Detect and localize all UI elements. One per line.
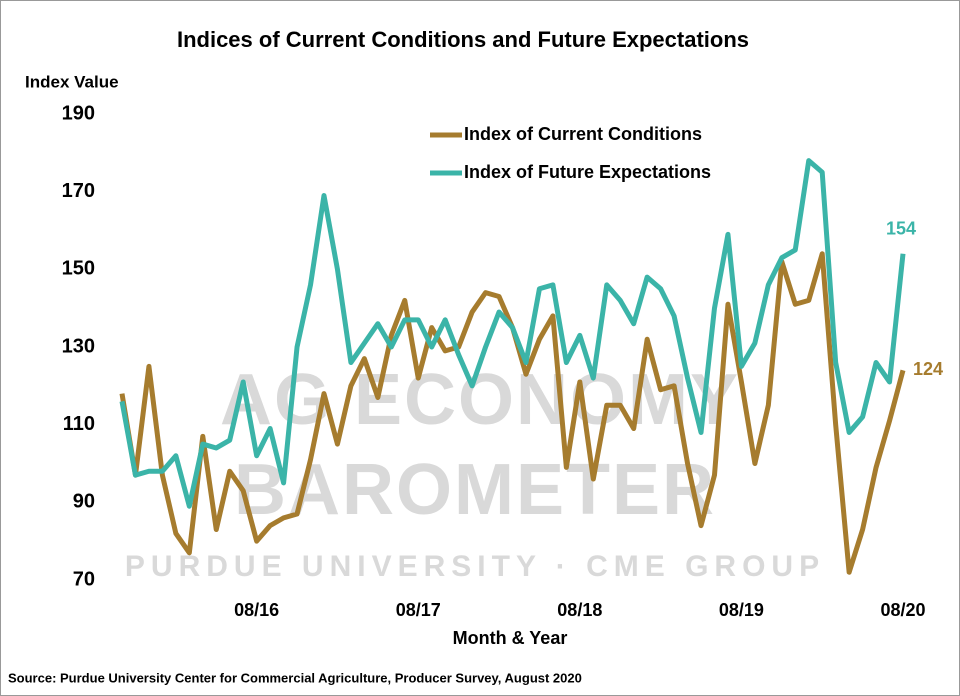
series-line xyxy=(119,158,906,509)
legend-label: Index of Future Expectations xyxy=(464,162,711,182)
x-tick-label: 08/20 xyxy=(880,600,925,620)
x-tick-label: 08/16 xyxy=(234,600,279,620)
y-tick-label: 110 xyxy=(63,413,95,435)
watermark-text: BAROMETER xyxy=(234,450,716,530)
data-label: 154 xyxy=(886,219,916,239)
y-axis-label: Index Value xyxy=(25,72,119,91)
x-axis-label: Month & Year xyxy=(453,628,568,648)
data-label: 124 xyxy=(913,359,943,379)
y-tick-label: 190 xyxy=(62,102,95,124)
legend-label: Index of Current Conditions xyxy=(464,124,702,144)
x-tick-label: 08/19 xyxy=(719,600,764,620)
y-tick-label: 170 xyxy=(62,180,95,202)
y-tick-label: 70 xyxy=(73,568,95,590)
y-tick-label: 130 xyxy=(62,335,95,357)
watermark-text: AG ECONOMY xyxy=(220,360,740,440)
y-tick-label: 150 xyxy=(62,258,95,280)
x-tick-label: 08/18 xyxy=(557,600,602,620)
x-tick-label: 08/17 xyxy=(396,600,441,620)
source: Source: Purdue University Center for Com… xyxy=(8,670,582,685)
watermark-text: PURDUE UNIVERSITY · CME GROUP xyxy=(125,550,825,583)
y-tick-label: 90 xyxy=(73,491,95,513)
chart-title: Indices of Current Conditions and Future… xyxy=(177,27,749,52)
